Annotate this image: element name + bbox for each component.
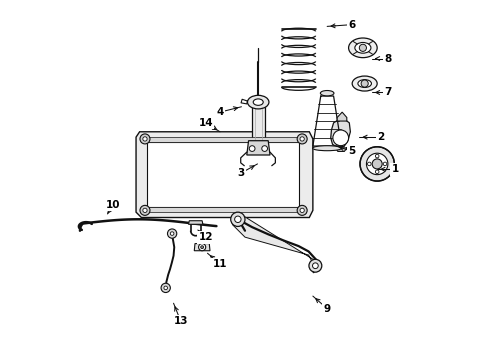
Polygon shape: [142, 137, 304, 143]
Text: 1: 1: [392, 164, 399, 174]
Circle shape: [313, 263, 318, 269]
Ellipse shape: [253, 99, 263, 105]
Ellipse shape: [355, 42, 371, 53]
Text: 2: 2: [377, 132, 384, 142]
Text: 7: 7: [384, 87, 392, 98]
Ellipse shape: [352, 76, 377, 91]
Polygon shape: [337, 112, 347, 121]
Circle shape: [201, 246, 203, 249]
Text: 12: 12: [198, 232, 213, 242]
Polygon shape: [142, 207, 304, 212]
Circle shape: [309, 259, 322, 272]
Circle shape: [249, 146, 255, 152]
Polygon shape: [136, 132, 313, 217]
Ellipse shape: [348, 38, 377, 58]
Circle shape: [143, 137, 147, 141]
Circle shape: [361, 80, 368, 87]
Circle shape: [231, 212, 245, 226]
Circle shape: [297, 134, 307, 144]
Circle shape: [359, 44, 367, 51]
Text: 14: 14: [198, 118, 213, 128]
Text: 9: 9: [323, 303, 331, 314]
Circle shape: [297, 205, 307, 215]
Circle shape: [383, 162, 387, 166]
Polygon shape: [334, 146, 348, 152]
Polygon shape: [331, 117, 350, 148]
Circle shape: [372, 159, 382, 169]
Circle shape: [164, 286, 168, 290]
Polygon shape: [189, 221, 203, 224]
Text: 10: 10: [105, 200, 120, 210]
Circle shape: [143, 208, 147, 212]
Text: 4: 4: [216, 107, 223, 117]
Polygon shape: [252, 103, 265, 141]
Ellipse shape: [247, 95, 269, 109]
Polygon shape: [194, 244, 210, 251]
Circle shape: [161, 283, 171, 293]
Circle shape: [300, 137, 304, 141]
Polygon shape: [232, 216, 317, 270]
Circle shape: [140, 134, 150, 144]
Circle shape: [262, 146, 268, 152]
Circle shape: [368, 162, 371, 166]
Text: 11: 11: [213, 259, 227, 269]
Ellipse shape: [358, 80, 371, 87]
Text: 3: 3: [238, 168, 245, 178]
Ellipse shape: [313, 146, 342, 151]
Circle shape: [375, 154, 379, 158]
Text: 13: 13: [173, 316, 188, 326]
Circle shape: [360, 147, 394, 181]
Circle shape: [300, 208, 304, 212]
Polygon shape: [147, 143, 298, 207]
Polygon shape: [247, 141, 270, 155]
Circle shape: [171, 232, 174, 235]
Circle shape: [168, 229, 177, 238]
Circle shape: [375, 170, 379, 174]
Circle shape: [333, 130, 348, 146]
Text: 5: 5: [348, 147, 356, 157]
Ellipse shape: [320, 90, 334, 96]
Circle shape: [140, 205, 150, 215]
Circle shape: [367, 153, 388, 175]
Circle shape: [198, 244, 206, 251]
Text: 8: 8: [384, 54, 392, 64]
Text: 6: 6: [348, 19, 356, 30]
Circle shape: [235, 216, 241, 222]
